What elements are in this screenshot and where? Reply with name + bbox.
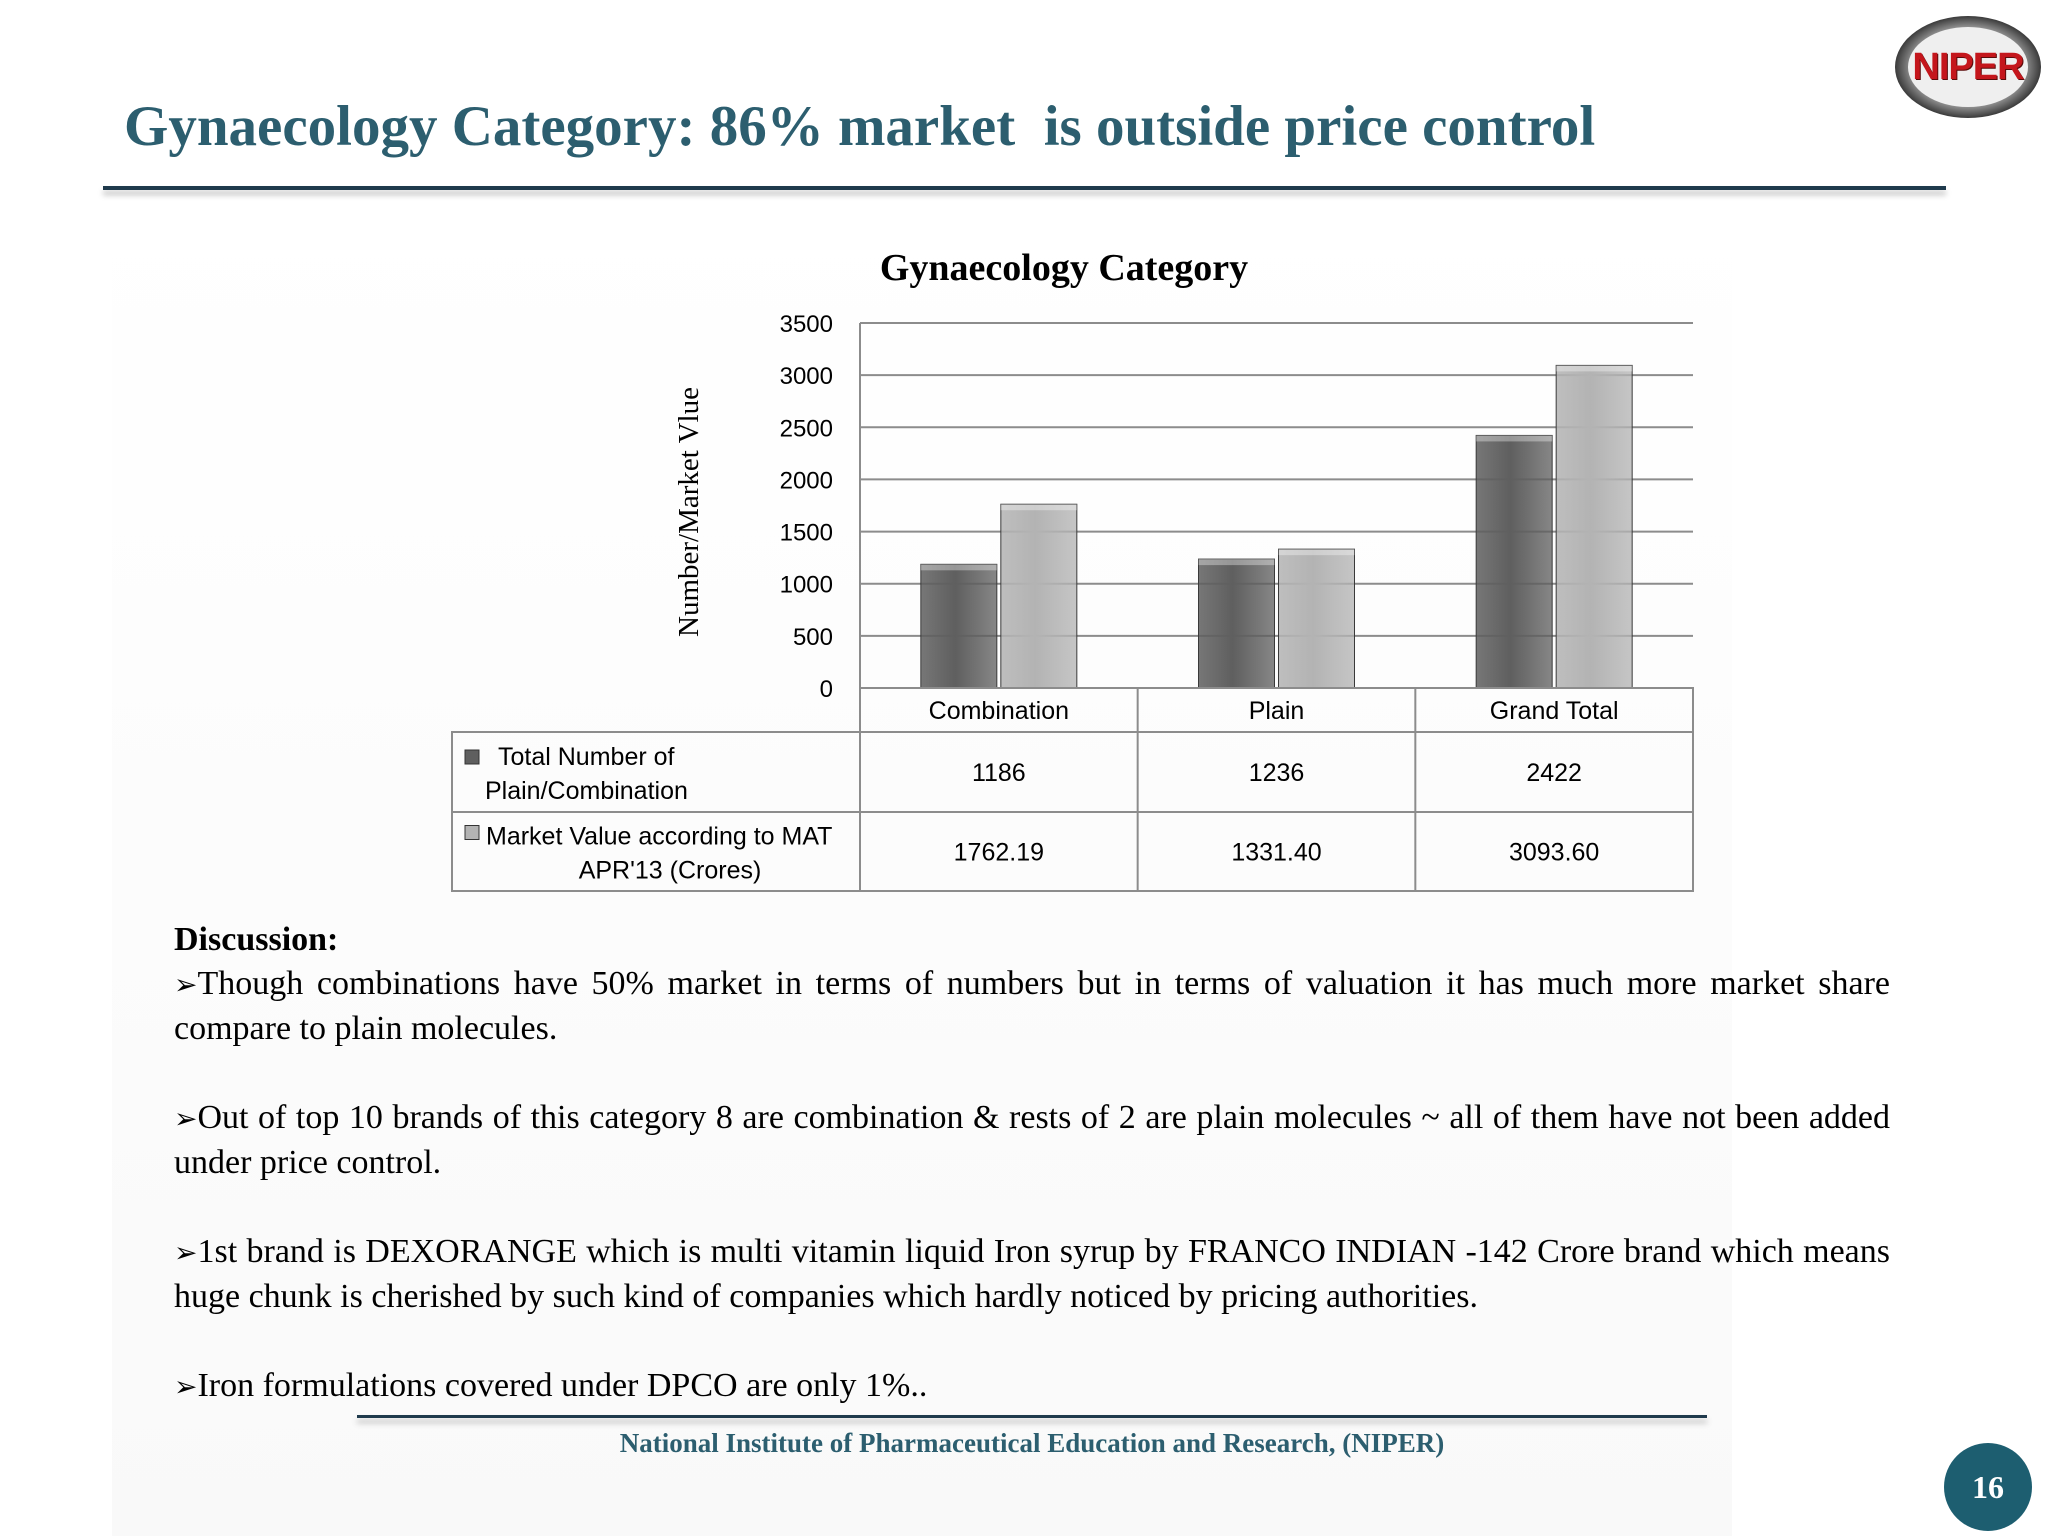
discussion-bullet: ➢Out of top 10 brands of this category 8… — [174, 1096, 1890, 1185]
y-axis-label: Number/Market Vlue — [673, 387, 705, 637]
legend-label: Total Number of — [498, 743, 675, 771]
data-label: 1331.40 — [1231, 839, 1321, 867]
legend-label: Plain/Combination — [485, 777, 688, 805]
data-label: 1762.19 — [954, 839, 1044, 867]
bar-1-1 — [1278, 548, 1355, 689]
logo-text: NIPER — [1912, 46, 2024, 88]
data-label: 1186 — [972, 759, 1026, 787]
data-label: 2422 — [1526, 759, 1582, 787]
bar-1-0 — [1000, 503, 1078, 689]
footer-divider — [357, 1415, 1707, 1418]
title-divider — [103, 186, 1946, 190]
bar-0-2 — [1475, 434, 1553, 689]
y-tick-label: 2500 — [780, 415, 833, 442]
legend-label: APR'13 (Crores) — [579, 857, 762, 885]
niper-logo: NIPER — [1892, 14, 2044, 120]
discussion-bullet: ➢Iron formulations covered under DPCO ar… — [174, 1364, 1890, 1409]
discussion-bullet-text: Out of top 10 brands of this category 8 … — [174, 1099, 1890, 1181]
bar-highlight — [1476, 435, 1553, 442]
discussion-bullet-text: 1st brand is DEXORANGE which is multi vi… — [174, 1233, 1890, 1315]
bar-highlight — [920, 564, 997, 571]
discussion-section: Discussion: ➢Though combinations have 50… — [174, 918, 1890, 1454]
bar-0-1 — [1198, 558, 1275, 689]
category-label: Combination — [929, 697, 1069, 725]
discussion-bullet: ➢1st brand is DEXORANGE which is multi v… — [174, 1230, 1890, 1319]
page-number-badge: 16 — [1944, 1443, 2032, 1531]
y-tick-label: 2000 — [780, 467, 833, 494]
data-label: 3093.60 — [1509, 839, 1599, 867]
y-tick-label: 3000 — [780, 363, 833, 390]
legend-swatch-icon — [464, 825, 480, 840]
data-label: 1236 — [1249, 759, 1305, 787]
arrow-bullet-icon: ➢ — [174, 1370, 198, 1403]
content-background — [112, 200, 1732, 1536]
y-tick-label: 3500 — [780, 311, 833, 338]
discussion-bullet-text: Iron formulations covered under DPCO are… — [197, 1367, 928, 1404]
category-label: Grand Total — [1490, 697, 1619, 725]
slide-title: Gynaecology Category: 86% market is outs… — [124, 95, 1596, 158]
discussion-heading: Discussion: — [174, 921, 339, 958]
legend-label: Market Value according to MAT — [486, 823, 832, 851]
bar-highlight — [1198, 559, 1275, 566]
bar-1-2 — [1555, 364, 1633, 689]
legend-swatch-icon — [464, 749, 480, 765]
arrow-bullet-icon: ➢ — [174, 1102, 198, 1135]
arrow-bullet-icon: ➢ — [174, 1236, 198, 1269]
bar-0-0 — [920, 563, 998, 689]
y-tick-label: 0 — [820, 676, 833, 703]
bar-highlight — [1000, 504, 1077, 511]
chart-title: Gynaecology Category — [880, 247, 1248, 289]
discussion-bullet: ➢Though combinations have 50% market in … — [174, 962, 1890, 1051]
bar-highlight — [1556, 365, 1633, 372]
bar-highlight — [1278, 549, 1355, 556]
y-tick-label: 500 — [793, 624, 833, 651]
y-tick-label: 1500 — [780, 520, 833, 547]
discussion-bullet-text: Though combinations have 50% market in t… — [174, 965, 1890, 1047]
arrow-bullet-icon: ➢ — [174, 968, 198, 1001]
logo-emblem-icon — [1895, 16, 2041, 118]
footer-institute-name: National Institute of Pharmaceutical Edu… — [619, 1428, 1445, 1458]
y-tick-label: 1000 — [780, 572, 833, 599]
category-label: Plain — [1249, 697, 1305, 725]
